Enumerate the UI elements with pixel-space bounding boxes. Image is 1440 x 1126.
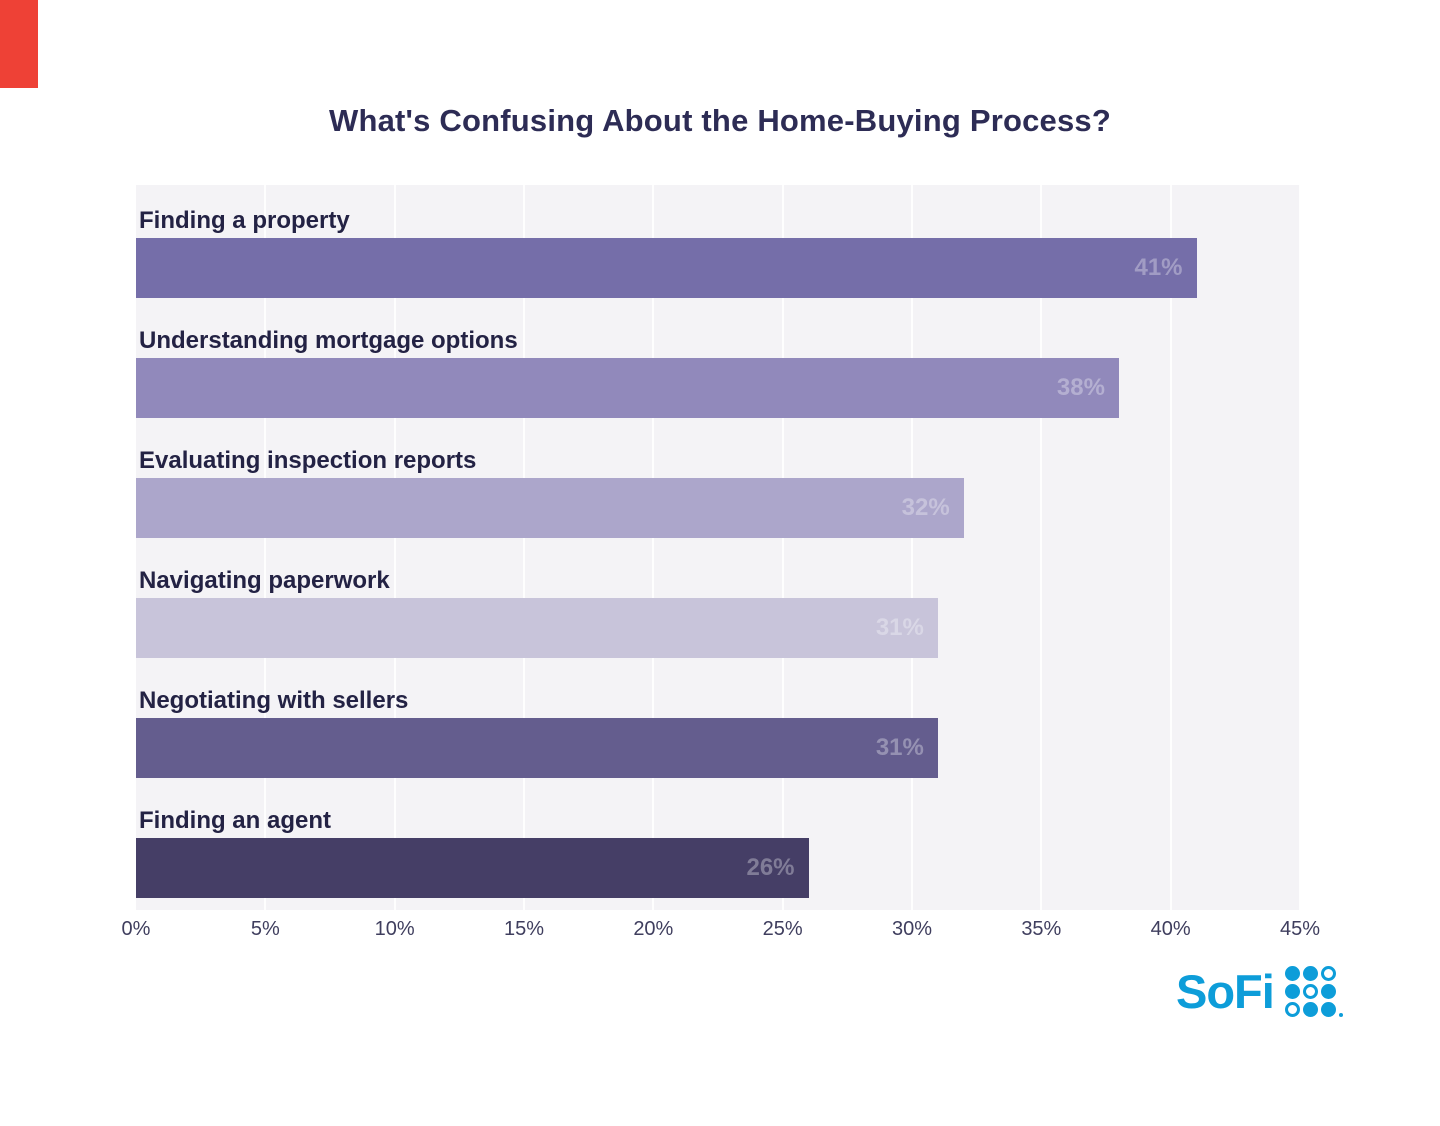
logo-dot-filled — [1284, 984, 1300, 999]
logo-dot-outline — [1284, 1002, 1300, 1017]
x-tick-label: 35% — [1021, 918, 1062, 940]
chart-title: What's Confusing About the Home-Buying P… — [328, 103, 1112, 138]
gridline — [264, 185, 267, 910]
gridline — [1040, 185, 1043, 910]
x-tick-label: 45% — [1279, 918, 1321, 940]
bar: 31% — [136, 598, 938, 658]
bar-value-label: 31% — [875, 614, 924, 641]
logo-dot-filled — [1302, 966, 1318, 981]
x-tick-label: 25% — [762, 918, 803, 940]
gridline — [522, 185, 525, 910]
gridline — [910, 185, 913, 910]
bar-value-label: 38% — [1056, 374, 1105, 401]
category-label: Negotiating with sellers — [139, 687, 409, 714]
sofi-logo-text: SoFi — [1176, 965, 1275, 1018]
logo-dot-outline — [1320, 966, 1336, 981]
bar: 26% — [136, 838, 809, 898]
x-tick-label: 5% — [250, 918, 280, 940]
bar: 31% — [136, 718, 938, 778]
plot-area: Finding a property 41% Understanding mortg… — [136, 185, 1301, 910]
category-label: Finding an agent — [139, 807, 331, 834]
x-tick-label: 40% — [1150, 918, 1191, 940]
gridline — [781, 185, 784, 910]
logo-dot-filled — [1284, 966, 1300, 981]
logo-dot-outline — [1302, 984, 1318, 999]
x-tick-label: 20% — [633, 918, 674, 940]
x-tick-label: 30% — [891, 918, 933, 940]
logo-dot-filled — [1320, 984, 1336, 999]
sofi-logo: SoFi — [1176, 965, 1343, 1018]
bar-value-label: 31% — [875, 734, 924, 761]
gridline — [652, 185, 655, 910]
x-tick-label: 0% — [121, 918, 151, 940]
gridline — [1299, 185, 1301, 910]
sofi-logo-dot-grid — [1284, 966, 1343, 1017]
bar: 38% — [136, 358, 1119, 418]
logo-dot-filled — [1320, 1002, 1336, 1017]
x-axis: 0% 5% 10% 15% 20% 25% 30% 35% 40% 45% — [122, 918, 1320, 948]
x-tick-label: 15% — [503, 918, 545, 940]
bar: 41% — [136, 238, 1197, 298]
category-label: Evaluating inspection reports — [139, 447, 477, 474]
gridline — [393, 185, 396, 910]
category-label: Navigating paperwork — [139, 567, 390, 594]
category-label: Finding a property — [139, 207, 350, 234]
bar-value-label: 32% — [901, 494, 950, 521]
category-label: Understanding mortgage options — [139, 327, 518, 354]
bar-value-label: 26% — [746, 854, 795, 881]
x-tick-label: 10% — [374, 918, 415, 940]
corner-red-shape — [0, 0, 38, 88]
logo-dot-filled — [1302, 1002, 1318, 1017]
bar: 32% — [136, 478, 964, 538]
bar-value-label: 41% — [1134, 254, 1183, 281]
gridline — [1169, 185, 1172, 910]
sofi-trademark-dot — [1338, 1013, 1343, 1017]
